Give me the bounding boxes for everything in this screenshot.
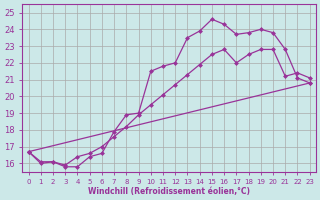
X-axis label: Windchill (Refroidissement éolien,°C): Windchill (Refroidissement éolien,°C) [88, 187, 250, 196]
